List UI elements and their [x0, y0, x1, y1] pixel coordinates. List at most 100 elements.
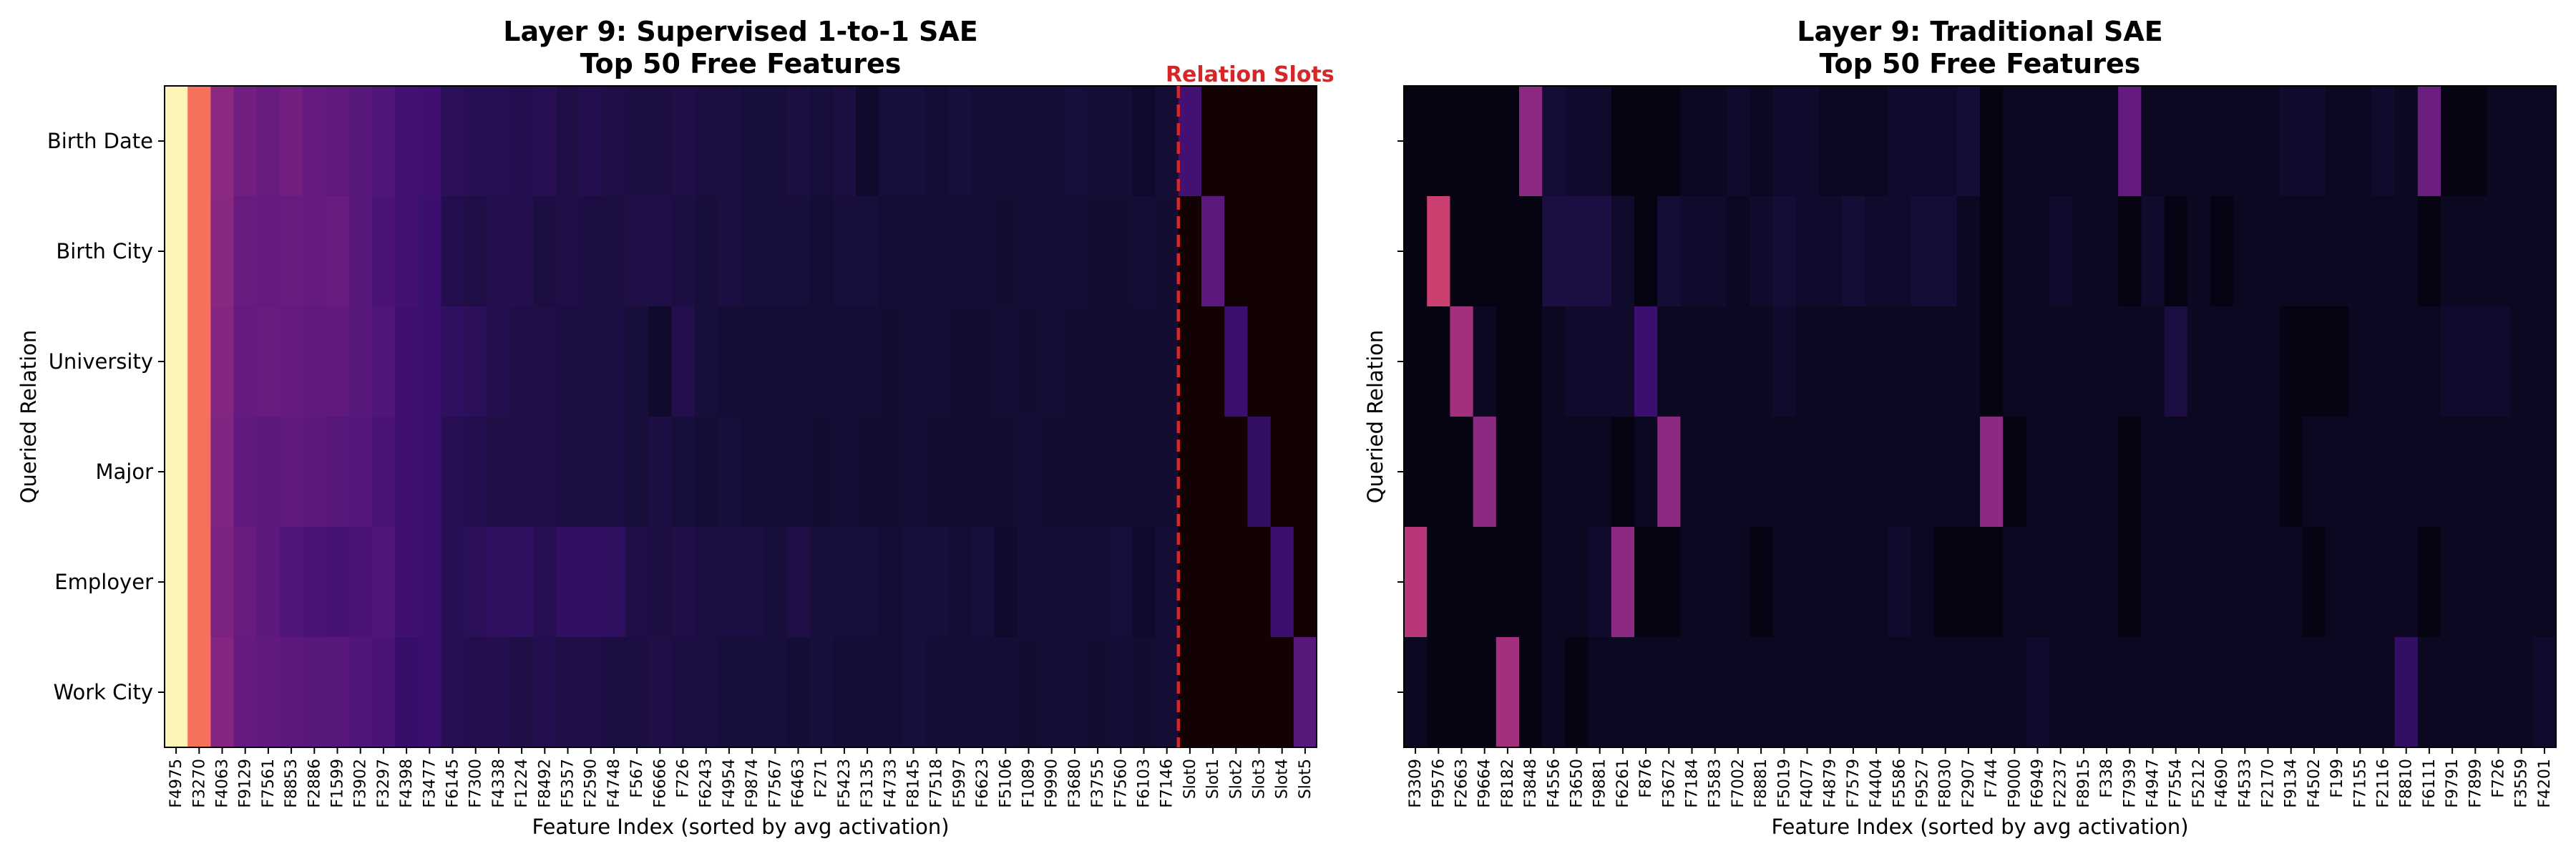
- heatmap-cell: [809, 417, 834, 528]
- heatmap-cell: [671, 637, 696, 748]
- heatmap-cell: [1270, 637, 1294, 748]
- heatmap-cell: [1017, 196, 1041, 307]
- heatmap-cell: [2164, 196, 2188, 307]
- heatmap-cell: [1542, 417, 1566, 528]
- heatmap-cell: [1818, 86, 1843, 197]
- heatmap-cell: [1542, 86, 1566, 197]
- heatmap-cell: [2417, 306, 2441, 417]
- heatmap-cell: [1911, 196, 1935, 307]
- heatmap-cell: [2026, 637, 2050, 748]
- x-tick-label: F744: [1983, 759, 2001, 798]
- heatmap-cell: [1473, 306, 1497, 417]
- heatmap-cell: [1657, 417, 1681, 528]
- heatmap-cell: [233, 527, 258, 638]
- heatmap-cell: [1865, 86, 1888, 197]
- heatmap-cell: [1611, 86, 1635, 197]
- x-tick-label: F7518: [928, 759, 946, 808]
- heatmap-cell: [487, 196, 511, 307]
- heatmap-cell: [579, 527, 603, 638]
- heatmap-cell: [856, 527, 879, 638]
- heatmap-cell: [1772, 196, 1796, 307]
- x-tick-label: F7155: [2351, 759, 2369, 808]
- heatmap-cell: [1588, 196, 1612, 307]
- x-tick-label: F3559: [2513, 759, 2531, 808]
- heatmap-cell: [856, 637, 879, 748]
- heatmap-cell: [671, 86, 696, 197]
- heatmap-cell: [2487, 86, 2511, 197]
- x-tick-label: F7567: [766, 759, 784, 808]
- heatmap-cell: [1795, 196, 1820, 307]
- heatmap-cell: [1132, 196, 1156, 307]
- heatmap-cell: [1040, 527, 1064, 638]
- x-tick-label: F3135: [859, 759, 877, 808]
- heatmap-cell: [971, 306, 995, 417]
- x-tick-label: F9881: [1591, 759, 1609, 808]
- heatmap-cell: [1063, 637, 1087, 748]
- x-tick-label: F8810: [2398, 759, 2416, 808]
- heatmap-cell: [1040, 86, 1064, 197]
- heatmap-cell: [1496, 196, 1520, 307]
- heatmap-cell: [2464, 306, 2487, 417]
- heatmap-cell: [994, 196, 1018, 307]
- heatmap-cell: [1703, 637, 1727, 748]
- heatmap-cell: [717, 417, 741, 528]
- heatmap-cell: [2072, 86, 2096, 197]
- heatmap-cell: [1270, 417, 1294, 528]
- heatmap-cell: [256, 527, 280, 638]
- heatmap-cell: [879, 196, 902, 307]
- heatmap-cell: [2509, 417, 2534, 528]
- x-tick-label: F8853: [283, 759, 301, 808]
- heatmap-cell: [464, 196, 488, 307]
- heatmap-cell: [1017, 306, 1041, 417]
- heatmap-cell: [1818, 196, 1843, 307]
- heatmap-cell: [1956, 637, 1981, 748]
- heatmap-cell: [648, 637, 672, 748]
- heatmap-cell: [2233, 527, 2257, 638]
- heatmap-cell: [1980, 86, 2004, 197]
- heatmap-cell: [1178, 196, 1202, 307]
- heatmap-cell: [2302, 417, 2326, 528]
- heatmap-cell: [625, 637, 649, 748]
- x-axis-label: Feature Index (sorted by avg activation): [532, 815, 949, 839]
- heatmap-cell: [2187, 417, 2211, 528]
- heatmap-cell: [2095, 527, 2119, 638]
- heatmap-cell: [533, 196, 557, 307]
- heatmap-cell: [1270, 86, 1294, 197]
- heatmap-cell: [694, 196, 718, 307]
- heatmap-cell: [2256, 86, 2280, 197]
- x-tick-label: F3755: [1089, 759, 1107, 808]
- heatmap-cell: [1293, 527, 1317, 638]
- heatmap-cell: [2532, 306, 2557, 417]
- heatmap-cell: [2302, 527, 2326, 638]
- x-tick-label: Slot3: [1251, 759, 1269, 799]
- heatmap-cell: [187, 417, 211, 528]
- heatmap-cell: [1427, 637, 1450, 748]
- x-tick-label: F2116: [2375, 759, 2393, 808]
- heatmap-cell: [256, 306, 280, 417]
- heatmap-cell: [210, 637, 235, 748]
- heatmap-cell: [510, 306, 534, 417]
- heatmap-cell: [1201, 306, 1225, 417]
- heatmap-cell: [671, 417, 696, 528]
- heatmap-cell: [786, 527, 811, 638]
- heatmap-cell: [1772, 637, 1796, 748]
- heatmap-cell: [625, 306, 649, 417]
- heatmap-cell: [165, 86, 188, 197]
- heatmap-cell: [1270, 196, 1294, 307]
- heatmap-cell: [533, 417, 557, 528]
- heatmap-cell: [1565, 527, 1589, 638]
- x-tick-label: F6145: [444, 759, 462, 808]
- heatmap-cell: [487, 527, 511, 638]
- heatmap-cell: [1178, 86, 1202, 197]
- heatmap-cell: [602, 86, 626, 197]
- heatmap-cell: [1634, 86, 1658, 197]
- heatmap-cell: [2326, 417, 2349, 528]
- heatmap-cell: [510, 86, 534, 197]
- heatmap-cell: [1565, 196, 1589, 307]
- heatmap-cell: [2026, 196, 2050, 307]
- heatmap-cell: [556, 527, 580, 638]
- heatmap-cell: [1795, 527, 1820, 638]
- heatmap-cell: [1795, 637, 1820, 748]
- x-tick-label: F5997: [951, 759, 969, 808]
- x-tick-label: F6623: [974, 759, 992, 808]
